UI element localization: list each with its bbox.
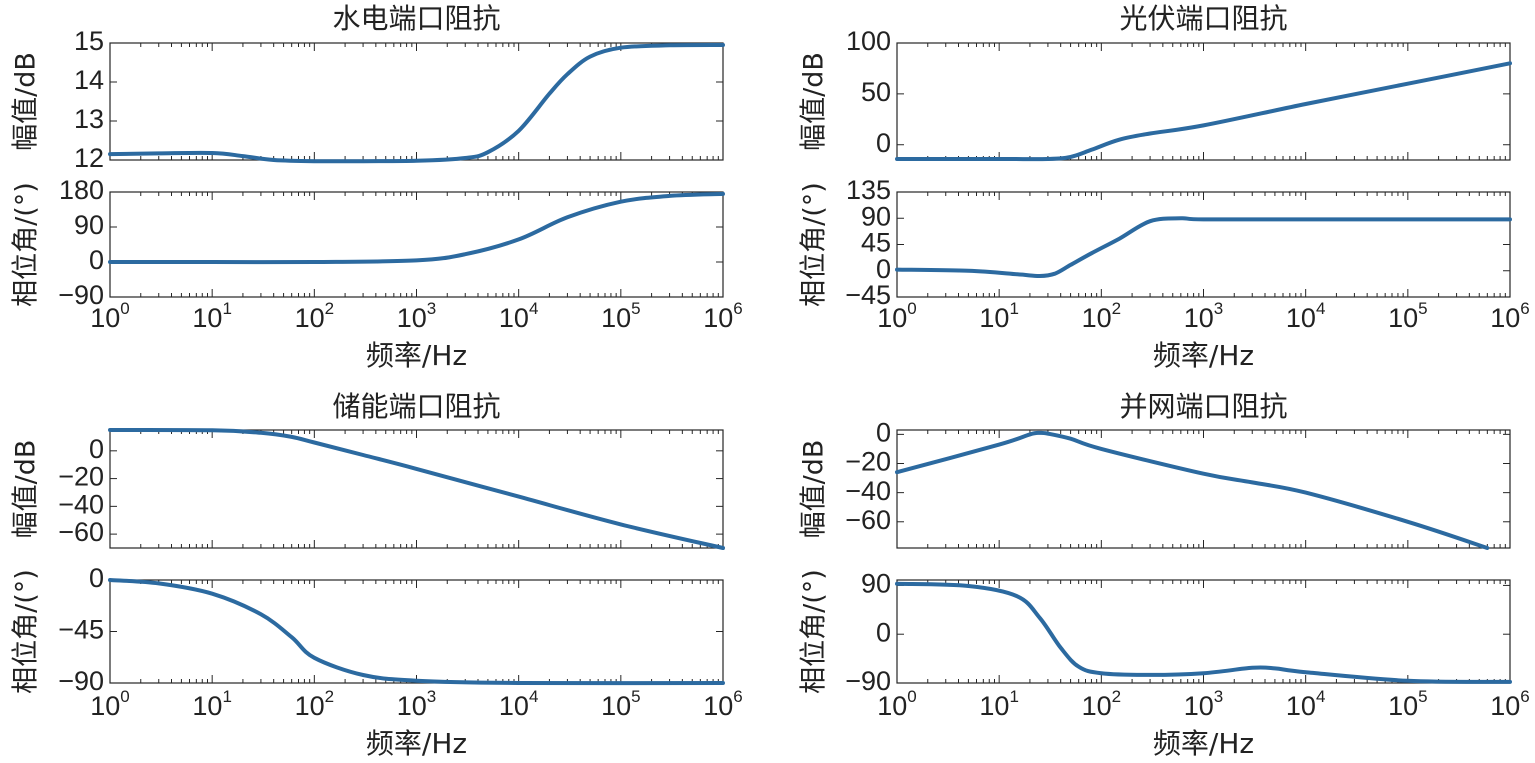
x-tick-label: 100 — [90, 299, 130, 333]
phase-curve — [108, 191, 725, 265]
x-tick-label: 100 — [877, 687, 917, 721]
x-axis-label: 频率/Hz — [366, 727, 467, 760]
phase-y-tick-label: −45 — [58, 615, 104, 645]
magnitude-y-tick-label: −20 — [845, 447, 891, 477]
magnitude-y-tick-label: −60 — [845, 505, 891, 535]
magnitude-y-tick-label: −60 — [58, 517, 104, 547]
magnitude-curve — [108, 427, 725, 550]
subplot-1: 水电端口阻抗 12 13 14 15 幅值/dB −90 0 90 180 相位角/(°) 100 10… — [11, 2, 743, 372]
x-tick-label: 101 — [979, 299, 1019, 333]
magnitude-y-tick-label: 0 — [876, 128, 891, 158]
phase-y-axis-label: 相位角/(°) — [799, 569, 830, 694]
magnitude-curve — [895, 61, 1512, 162]
magnitude-curve — [108, 42, 725, 164]
phase-curve — [895, 581, 1512, 684]
x-tick-label: 103 — [397, 299, 437, 333]
phase-y-tick-label: 180 — [59, 175, 104, 205]
subplot-title: 水电端口阻抗 — [332, 2, 500, 35]
x-tick-label: 101 — [192, 687, 232, 721]
x-tick-label: 106 — [1490, 299, 1530, 333]
x-tick-label: 103 — [397, 687, 437, 721]
magnitude-y-axis-label: 幅值/dB — [11, 440, 42, 539]
phase-y-axis-label: 相位角/(°) — [11, 182, 42, 307]
x-tick-label: 100 — [877, 299, 917, 333]
phase-y-tick-label: 0 — [89, 563, 104, 593]
magnitude-y-tick-label: −20 — [58, 462, 104, 492]
x-tick-label: 101 — [979, 687, 1019, 721]
phase-y-axis-label: 相位角/(°) — [799, 182, 830, 307]
magnitude-axes-frame — [109, 429, 724, 549]
phase-y-tick-label: 0 — [876, 617, 891, 647]
x-tick-label: 106 — [703, 299, 743, 333]
x-tick-label: 104 — [499, 299, 539, 333]
subplot-title: 光伏端口阻抗 — [1119, 2, 1287, 35]
phase-y-tick-label: −90 — [58, 666, 104, 696]
phase-curve — [108, 578, 725, 686]
magnitude-y-tick-label: 0 — [89, 434, 104, 464]
magnitude-y-axis-label: 幅值/dB — [11, 52, 42, 151]
phase-axes-frame — [109, 191, 724, 298]
phase-y-tick-label: −90 — [845, 666, 891, 696]
x-tick-label: 102 — [295, 687, 335, 721]
x-tick-label: 102 — [1082, 687, 1122, 721]
magnitude-y-tick-label: 15 — [74, 26, 104, 56]
magnitude-y-tick-label: 50 — [861, 77, 891, 107]
phase-curve — [895, 216, 1512, 279]
magnitude-axes-frame — [109, 42, 724, 161]
x-tick-label: 105 — [1388, 687, 1428, 721]
x-tick-label: 101 — [192, 299, 232, 333]
magnitude-y-tick-label: 13 — [74, 104, 104, 134]
x-tick-label: 102 — [1082, 299, 1122, 333]
phase-y-tick-label: 0 — [876, 254, 891, 284]
x-tick-label: 105 — [601, 687, 641, 721]
x-tick-label: 104 — [1286, 299, 1326, 333]
phase-y-tick-label: 135 — [846, 175, 891, 205]
phase-y-tick-label: −45 — [845, 280, 891, 310]
subplot-title: 并网端口阻抗 — [1119, 390, 1287, 423]
phase-y-tick-label: 90 — [861, 201, 891, 231]
magnitude-y-tick-label: 14 — [74, 65, 104, 95]
x-tick-label: 100 — [90, 687, 130, 721]
magnitude-y-tick-label: −40 — [58, 489, 104, 519]
magnitude-y-axis-label: 幅值/dB — [799, 52, 830, 151]
magnitude-y-tick-label: 100 — [846, 26, 891, 56]
x-tick-label: 104 — [1286, 687, 1326, 721]
phase-y-tick-label: 90 — [74, 210, 104, 240]
x-tick-label: 105 — [601, 299, 641, 333]
phase-axes-frame — [896, 579, 1511, 684]
phase-y-axis-label: 相位角/(°) — [11, 569, 42, 694]
x-tick-label: 103 — [1184, 299, 1224, 333]
magnitude-y-axis-label: 幅值/dB — [799, 440, 830, 539]
phase-y-tick-label: 90 — [861, 569, 891, 599]
magnitude-y-tick-label: 12 — [74, 143, 104, 173]
phase-axes-frame — [109, 579, 724, 684]
magnitude-y-tick-label: 0 — [876, 417, 891, 447]
x-tick-label: 102 — [295, 299, 335, 333]
x-tick-label: 106 — [1490, 687, 1530, 721]
x-tick-label: 105 — [1388, 299, 1428, 333]
x-axis-label: 频率/Hz — [1153, 339, 1254, 372]
magnitude-y-tick-label: −40 — [845, 476, 891, 506]
x-tick-label: 103 — [1184, 687, 1224, 721]
subplot-title: 储能端口阻抗 — [332, 390, 500, 423]
phase-y-tick-label: 0 — [89, 245, 104, 275]
magnitude-axes-frame — [896, 42, 1511, 161]
phase-axes-frame — [896, 191, 1511, 298]
x-axis-label: 频率/Hz — [1153, 727, 1254, 760]
x-tick-label: 106 — [703, 687, 743, 721]
phase-y-tick-label: 45 — [861, 228, 891, 258]
x-axis-label: 频率/Hz — [366, 339, 467, 372]
phase-y-tick-label: −90 — [58, 280, 104, 310]
x-tick-label: 104 — [499, 687, 539, 721]
magnitude-curve — [895, 430, 1490, 550]
